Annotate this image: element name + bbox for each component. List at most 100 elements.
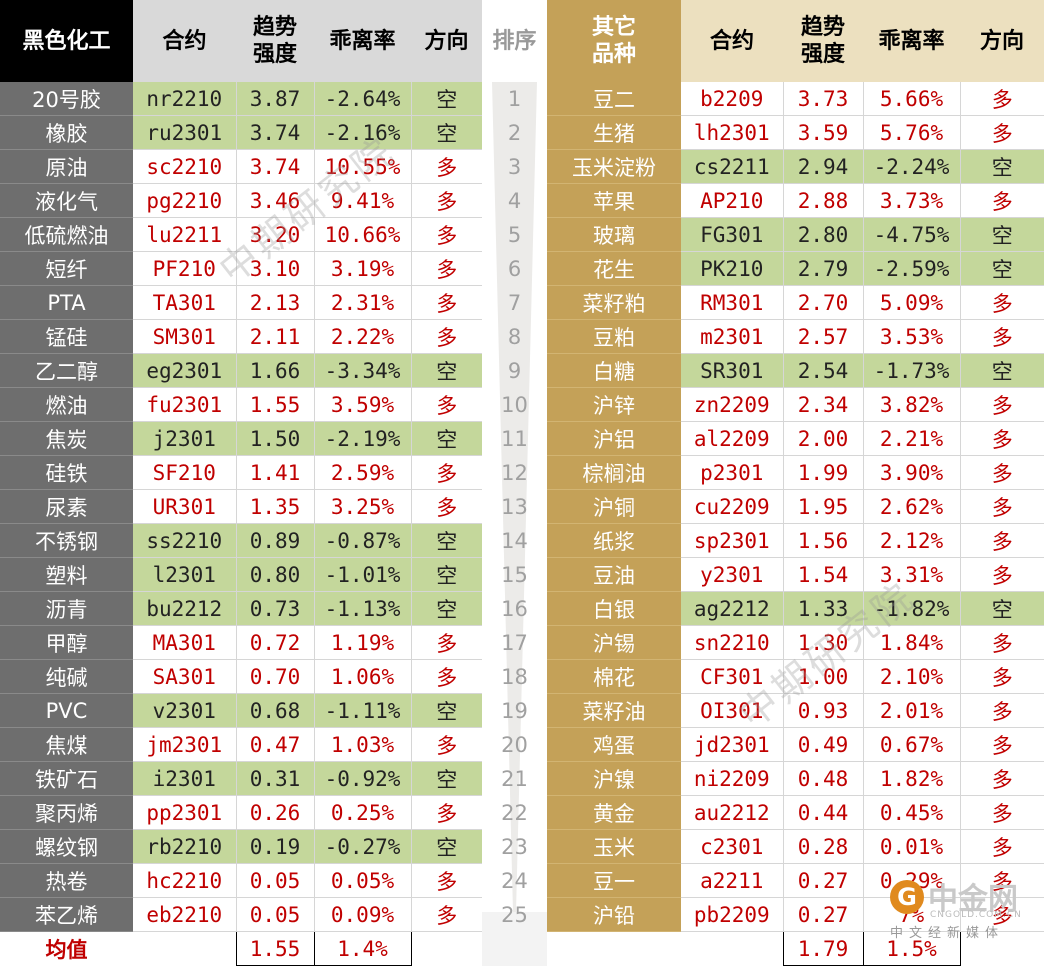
- right-product-name: 沪铅: [547, 897, 681, 932]
- right-deviation-rate: 2.10%: [863, 659, 961, 694]
- left-direction: 多: [411, 217, 482, 252]
- right-trend-strength: 0.49: [783, 727, 864, 762]
- table-row: 热卷 hc2210 0.05 0.05% 多 24 豆一 a2211 0.27 0.29% 多: [0, 863, 1044, 898]
- right-trend-strength: 1.30: [783, 625, 864, 660]
- rank-number: 17: [501, 630, 528, 655]
- right-trend-strength: 2.57: [783, 319, 864, 354]
- table-row: 螺纹钢 rb2210 0.19 -0.27% 空 23 玉米 c2301 0.28 0.01% 多: [0, 829, 1044, 864]
- left-trend-strength: 1.50: [236, 421, 315, 456]
- right-product-name: 玉米淀粉: [547, 149, 681, 184]
- left-product-name: 聚丙烯: [0, 795, 133, 830]
- left-contract-code: MA301: [133, 625, 237, 660]
- average-row: 均值 1.55 1.4% 1.79 1.5%: [0, 931, 1044, 966]
- right-product-name: 豆二: [547, 82, 681, 116]
- table-row: 不锈钢 ss2210 0.89 -0.87% 空 14 纸浆 sp2301 1.56 2.12% 多: [0, 523, 1044, 558]
- right-product-name: 豆一: [547, 863, 681, 898]
- rank-number: 16: [501, 596, 528, 621]
- right-contract-code: a2211: [681, 863, 784, 898]
- left-contract-code: bu2212: [133, 591, 237, 626]
- right-trend-strength: 1.56: [783, 523, 864, 558]
- right-deviation-rate: -1.73%: [863, 353, 961, 388]
- left-deviation-rate: -2.16%: [314, 115, 412, 150]
- rank-number: 3: [507, 154, 522, 179]
- left-trend-strength: 3.46: [236, 183, 315, 218]
- left-product-name: 焦炭: [0, 421, 133, 456]
- right-average-contract-blank: [681, 931, 783, 966]
- left-trend-strength: 0.80: [236, 557, 315, 592]
- left-product-name: 不锈钢: [0, 523, 133, 558]
- left-direction: 空: [411, 761, 482, 796]
- table-row: 聚丙烯 pp2301 0.26 0.25% 多 22 黄金 au2212 0.44 0.45% 多: [0, 795, 1044, 830]
- left-direction: 多: [411, 149, 482, 184]
- left-direction: 多: [411, 455, 482, 490]
- left-deviation-rate: -2.19%: [314, 421, 412, 456]
- left-deviation-rate: 0.09%: [314, 897, 412, 932]
- left-contract-code: pg2210: [133, 183, 237, 218]
- right-contract-code: jd2301: [681, 727, 784, 762]
- table-row: 液化气 pg2210 3.46 9.41% 多 4 苹果 AP210 2.88 3.73% 多: [0, 183, 1044, 218]
- right-deviation-rate: 7%: [863, 897, 961, 932]
- right-contract-code: lh2301: [681, 115, 784, 150]
- right-deviation-rate: 5.66%: [863, 82, 961, 116]
- right-trend-strength: 0.27: [783, 863, 864, 898]
- left-average-contract-blank: [133, 931, 236, 966]
- left-deviation-rate: -0.27%: [314, 829, 412, 864]
- right-trend-strength: 1.54: [783, 557, 864, 592]
- right-deviation-header: 乖离率: [863, 0, 960, 82]
- left-trend-strength: 0.72: [236, 625, 315, 660]
- left-direction: 空: [411, 353, 482, 388]
- left-contract-code: SA301: [133, 659, 237, 694]
- rank-number: 10: [501, 392, 528, 417]
- right-direction: 多: [960, 897, 1044, 932]
- left-contract-code: l2301: [133, 557, 237, 592]
- rank-number: 1: [507, 86, 522, 111]
- rank-number: 13: [501, 494, 528, 519]
- right-product-name: 沪锌: [547, 387, 681, 422]
- left-product-name: 铁矿石: [0, 761, 133, 796]
- table-row: PVC v2301 0.68 -1.11% 空 19 菜籽油 OI301 0.93 2.01% 多: [0, 693, 1044, 728]
- right-product-name: 棉花: [547, 659, 681, 694]
- right-product-name: 菜籽粕: [547, 285, 681, 320]
- left-product-name: 螺纹钢: [0, 829, 133, 864]
- left-product-name: PVC: [0, 693, 133, 728]
- rank-number: 24: [501, 868, 528, 893]
- right-trend-strength: 2.54: [783, 353, 864, 388]
- left-contract-header: 合约: [133, 0, 236, 82]
- table-row: 橡胶 ru2301 3.74 -2.16% 空 2 生猪 lh2301 3.59 5.76% 多: [0, 115, 1044, 150]
- right-product-name: 豆油: [547, 557, 681, 592]
- rank-number: 6: [507, 256, 522, 281]
- right-contract-code: pb2209: [681, 897, 784, 932]
- table-row: 硅铁 SF210 1.41 2.59% 多 12 棕榈油 p2301 1.99 3.90% 多: [0, 455, 1044, 490]
- left-contract-code: UR301: [133, 489, 237, 524]
- right-trend-strength: 0.93: [783, 693, 864, 728]
- left-product-name: 低硫燃油: [0, 217, 133, 252]
- right-direction: 多: [960, 557, 1044, 592]
- left-deviation-header: 乖离率: [314, 0, 411, 82]
- left-deviation-rate: -0.92%: [314, 761, 412, 796]
- left-product-name: PTA: [0, 285, 133, 320]
- left-direction: 多: [411, 625, 482, 660]
- left-direction: 多: [411, 489, 482, 524]
- rank-number: 8: [507, 324, 522, 349]
- left-contract-code: fu2301: [133, 387, 237, 422]
- left-product-name: 苯乙烯: [0, 897, 133, 932]
- right-direction: 空: [960, 217, 1044, 252]
- right-direction: 多: [960, 863, 1044, 898]
- left-trend-strength: 0.05: [236, 863, 315, 898]
- left-direction: 空: [411, 421, 482, 456]
- table-row: 20号胶 nr2210 3.87 -2.64% 空 1 豆二 b2209 3.73 5.66% 多: [0, 82, 1044, 116]
- left-deviation-rate: 0.25%: [314, 795, 412, 830]
- left-product-name: 燃油: [0, 387, 133, 422]
- left-direction: 多: [411, 897, 482, 932]
- left-trend-strength: 3.87: [236, 82, 315, 116]
- left-contract-code: lu2211: [133, 217, 237, 252]
- left-deviation-rate: -2.64%: [314, 82, 412, 116]
- left-contract-code: eb2210: [133, 897, 237, 932]
- right-direction: 多: [960, 829, 1044, 864]
- left-contract-code: v2301: [133, 693, 237, 728]
- right-trend-strength: 1.99: [783, 455, 864, 490]
- right-deviation-rate: 0.29%: [863, 863, 961, 898]
- left-trend-strength: 3.20: [236, 217, 315, 252]
- right-deviation-rate: 2.62%: [863, 489, 961, 524]
